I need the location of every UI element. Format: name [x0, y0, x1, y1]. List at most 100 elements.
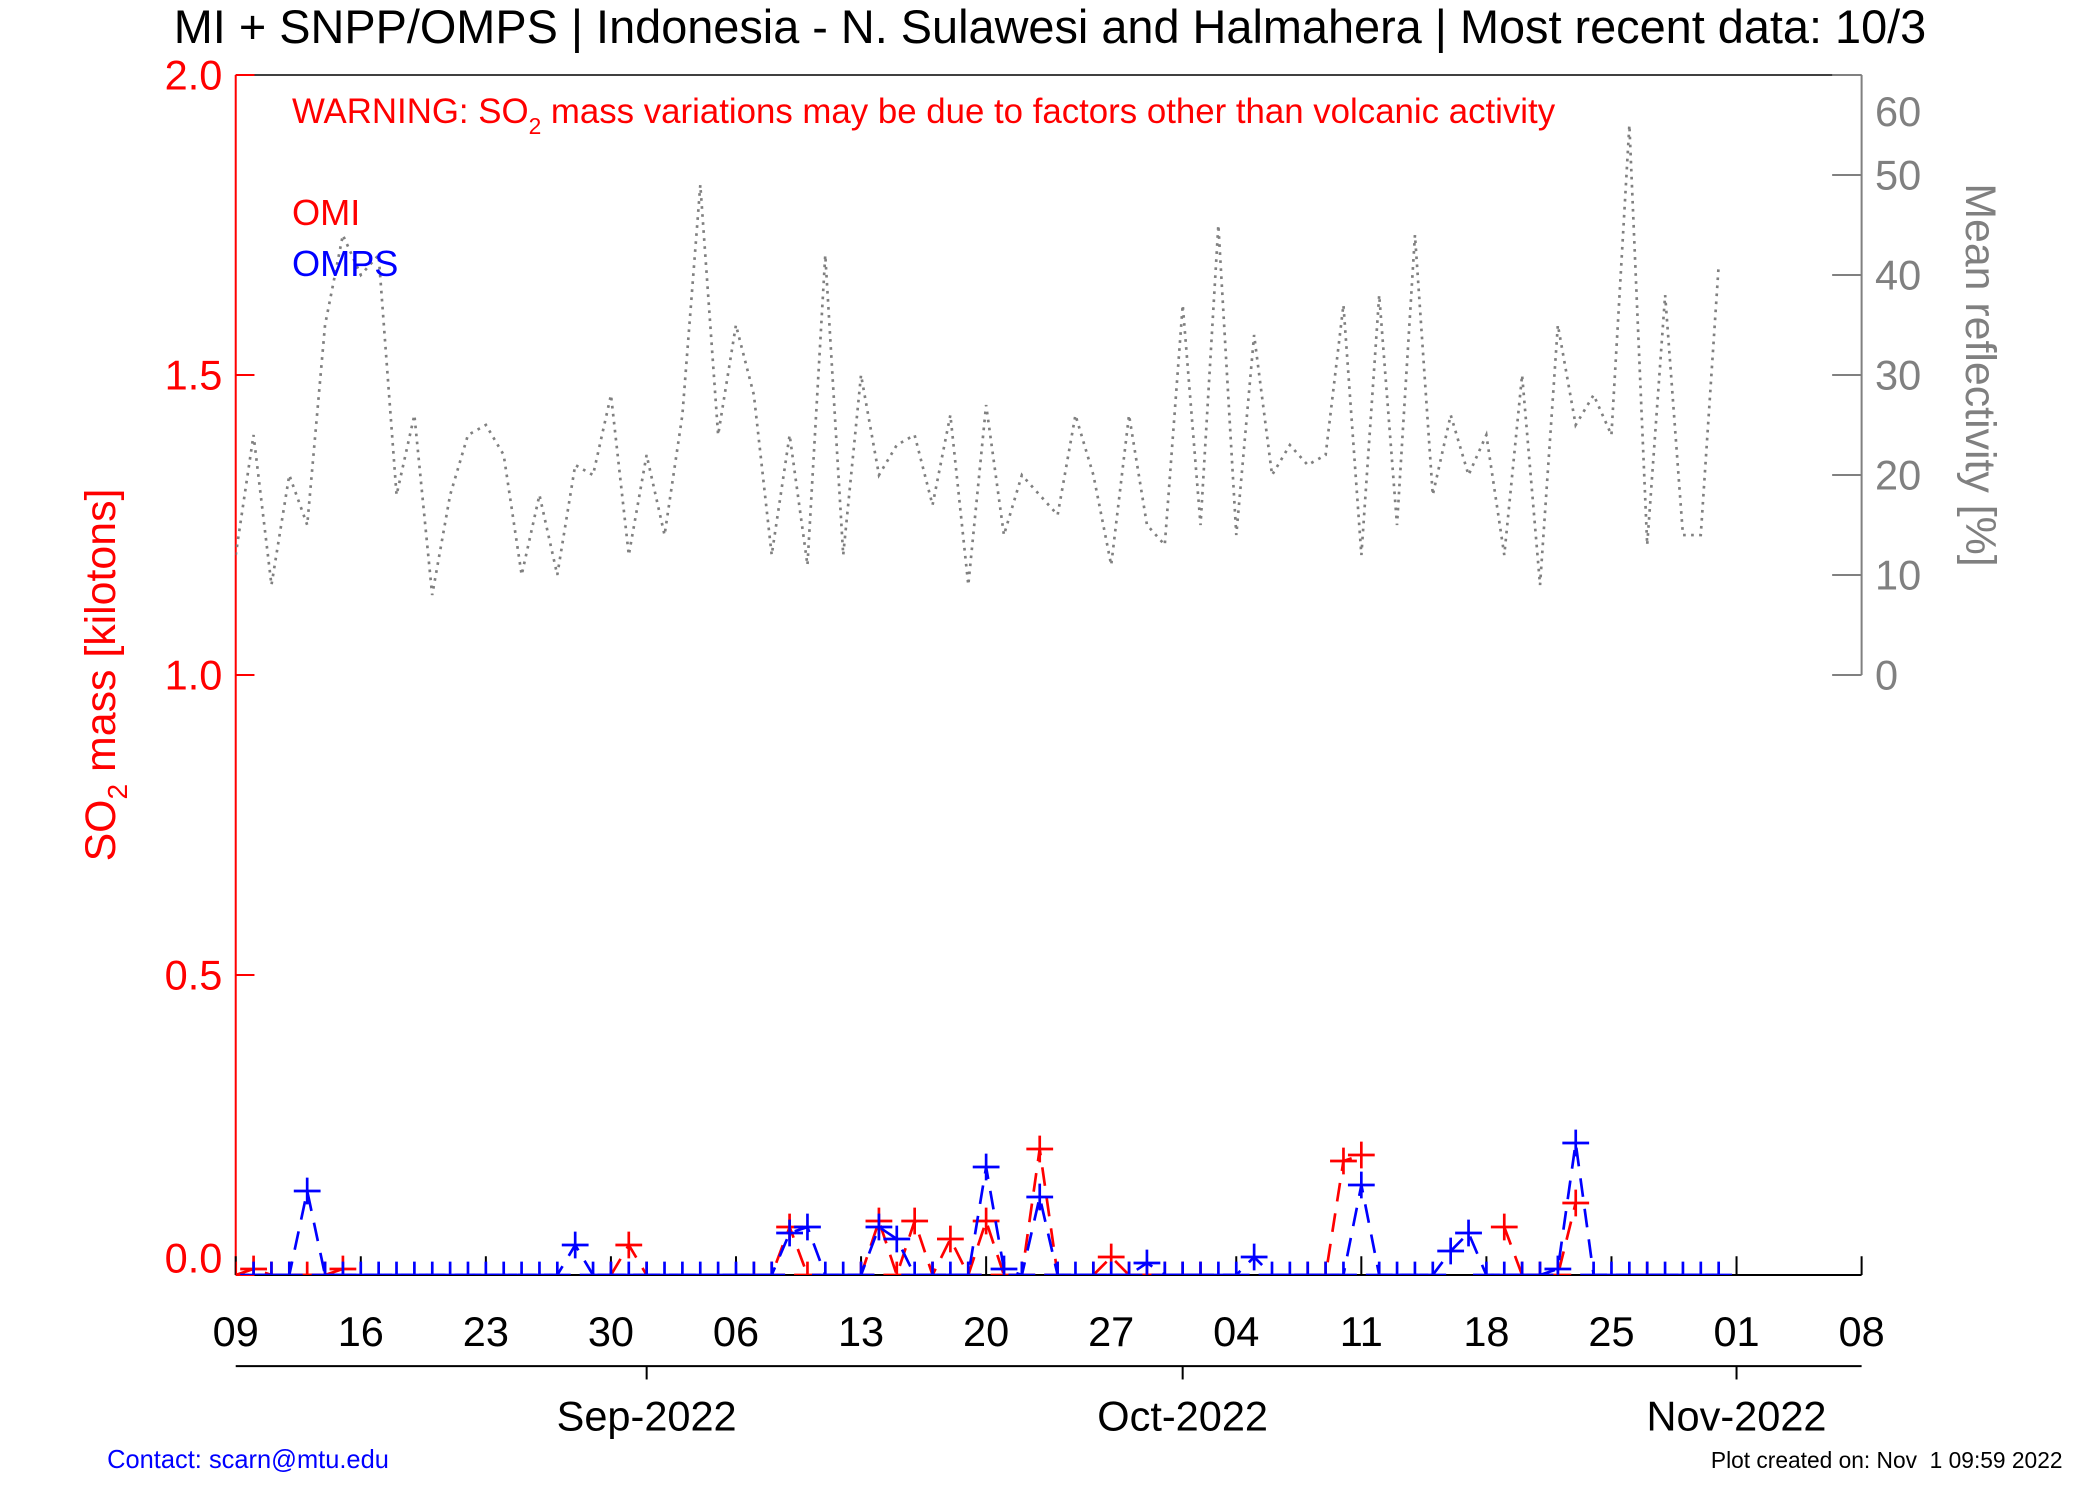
plus-marker [454, 1261, 482, 1275]
plus-marker [794, 1213, 821, 1241]
y-tick-label: 1.0 [165, 652, 223, 699]
plus-marker [418, 1261, 446, 1275]
y-tick-label: 0.5 [165, 952, 223, 999]
x-tick-label: 11 [1340, 1308, 1383, 1355]
plus-marker [990, 1255, 1018, 1275]
plus-marker [1276, 1261, 1304, 1275]
plus-marker [1330, 1147, 1357, 1175]
plus-marker [275, 1261, 303, 1275]
plus-marker [1544, 1255, 1572, 1275]
plus-marker [579, 1261, 607, 1275]
plus-marker [1026, 1183, 1054, 1211]
plus-marker [776, 1219, 803, 1247]
plus-marker [1008, 1261, 1036, 1275]
plus-marker [704, 1261, 732, 1275]
plus-marker [1490, 1261, 1518, 1275]
y-tick-label: 1.5 [165, 352, 223, 399]
plus-marker [1687, 1261, 1715, 1275]
plot-area [235, 124, 1733, 1275]
plus-marker [383, 1261, 410, 1275]
x-tick-label: 01 [1713, 1308, 1759, 1355]
plus-marker [1205, 1261, 1232, 1275]
plus-marker [543, 1261, 571, 1275]
warning-text: WARNING: SO [292, 92, 529, 131]
y2-axis-label: Mean reflectivity [%] [1956, 183, 2004, 566]
plus-marker [1651, 1261, 1679, 1275]
plus-marker [1044, 1261, 1071, 1275]
plus-marker [1455, 1219, 1482, 1247]
x-tick-label: 20 [963, 1308, 1009, 1355]
plus-marker [829, 1261, 857, 1275]
y2-tick-label: 10 [1875, 552, 1921, 599]
contact: Contact: scarn@mtu.edu [107, 1446, 389, 1474]
plus-marker [1133, 1249, 1161, 1275]
plus-marker [615, 1261, 643, 1275]
plus-marker [740, 1261, 768, 1275]
plus-marker [1580, 1261, 1607, 1275]
plus-marker [1062, 1261, 1089, 1275]
plus-marker [561, 1231, 589, 1259]
x-tick-label: 06 [713, 1308, 759, 1355]
plus-marker [1347, 1141, 1375, 1169]
plus-marker [1562, 1129, 1590, 1157]
y2-tick-label: 0 [1875, 652, 1898, 699]
plus-marker [1258, 1261, 1286, 1275]
plus-marker [526, 1261, 553, 1275]
y-label-text: mass [kilotons] [77, 489, 125, 784]
plus-marker [1240, 1243, 1268, 1271]
plus-marker [1508, 1261, 1536, 1275]
plus-marker [865, 1213, 893, 1241]
plus-marker [1615, 1261, 1643, 1275]
plus-marker [597, 1261, 625, 1275]
chart-title: MI + SNPP/OMPS | Indonesia - N. Sulawesi… [174, 1, 1926, 53]
plus-marker [347, 1261, 375, 1275]
x-tick-label: 23 [463, 1308, 509, 1355]
series-line [236, 1149, 1647, 1275]
x-tick-label: 16 [338, 1308, 384, 1355]
plus-marker [1473, 1261, 1500, 1275]
plus-marker [1669, 1261, 1697, 1275]
plus-marker [615, 1231, 643, 1259]
plus-marker [1312, 1261, 1339, 1275]
plus-marker [1490, 1213, 1518, 1241]
created-note: Plot created on: Nov 1 09:59 2022 [1711, 1447, 2063, 1473]
month-tick-label: Sep-2022 [557, 1392, 737, 1439]
plus-marker [293, 1261, 321, 1275]
plus-marker [1151, 1261, 1179, 1275]
plus-marker [1294, 1261, 1322, 1275]
plus-marker [508, 1261, 535, 1275]
y2-tick-label: 50 [1875, 152, 1921, 199]
x-tick-label: 18 [1463, 1308, 1509, 1355]
plus-marker [1115, 1261, 1143, 1275]
plus-marker [633, 1261, 661, 1275]
plus-marker [883, 1225, 911, 1253]
x-tick-label: 25 [1588, 1308, 1634, 1355]
plus-marker [1347, 1171, 1375, 1199]
plus-marker [651, 1261, 678, 1275]
plus-marker [1598, 1261, 1625, 1275]
month-tick-label: Nov-2022 [1647, 1392, 1827, 1439]
plus-marker [794, 1261, 821, 1275]
plus-marker [400, 1261, 428, 1275]
y-tick-label: 0.0 [165, 1234, 223, 1281]
plus-marker [901, 1207, 929, 1235]
y-axis-label: SO2 mass [kilotons] [77, 489, 133, 862]
plus-marker [436, 1261, 464, 1275]
plus-marker [1419, 1261, 1447, 1275]
legend-entry: OMPS [292, 243, 398, 284]
plus-marker [1079, 1261, 1107, 1275]
plus-marker [1026, 1135, 1054, 1163]
plus-marker [811, 1261, 839, 1275]
plus-marker [1222, 1261, 1250, 1275]
plus-marker [668, 1261, 696, 1275]
x-tick-label: 08 [1839, 1308, 1885, 1355]
plus-marker [1330, 1261, 1357, 1275]
plus-marker [490, 1261, 518, 1275]
plus-marker [365, 1261, 393, 1275]
plus-marker [1437, 1237, 1465, 1265]
plus-marker [258, 1261, 285, 1275]
x-tick-label: 30 [588, 1308, 634, 1355]
y2-tick-label: 20 [1875, 452, 1921, 499]
